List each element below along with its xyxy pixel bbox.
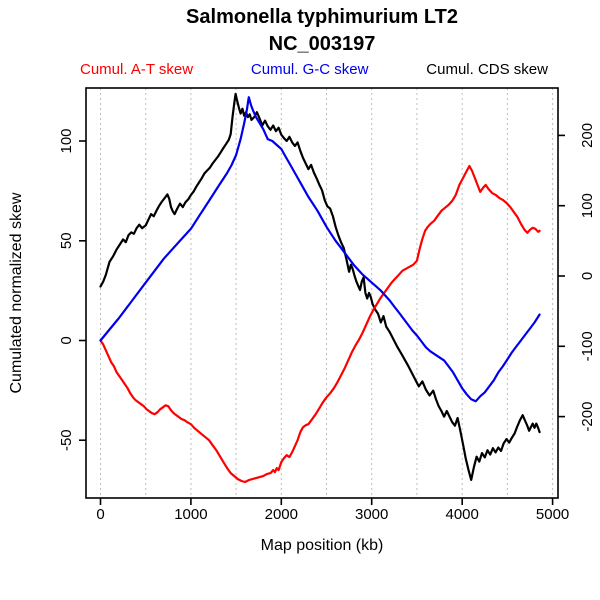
- chart-title: Salmonella typhimurium LT2: [186, 6, 458, 28]
- legend-gc-skew: Cumul. G-C skew: [250, 61, 369, 78]
- x-axis-ticks: 0 1000 2000 3000 4000 5000: [96, 498, 569, 523]
- chart-subtitle: NC_003197: [268, 33, 376, 55]
- right-tick-label: -200: [579, 402, 596, 432]
- legend: Cumul. A-T skew Cumul. G-C skew Cumul. C…: [80, 61, 548, 78]
- x-tick-label: 0: [96, 506, 104, 523]
- gridlines: [100, 88, 554, 498]
- legend-cds-skew: Cumul. CDS skew: [426, 61, 548, 78]
- left-tick-label: -50: [58, 429, 75, 451]
- right-tick-label: 0: [579, 272, 596, 280]
- x-axis-label: Map position (kb): [260, 537, 384, 554]
- left-tick-label: 50: [58, 232, 75, 249]
- series-cumul-cds-skew: [99, 92, 541, 481]
- legend-at-skew: Cumul. A-T skew: [80, 61, 194, 78]
- x-tick-label: 1000: [174, 506, 207, 523]
- right-tick-label: 100: [579, 193, 596, 218]
- x-tick-label: 5000: [536, 506, 569, 523]
- series-cumul-g-c-skew: [99, 96, 541, 403]
- right-tick-label: -100: [579, 331, 596, 361]
- plot-border: [85, 87, 559, 499]
- x-tick-label: 3000: [355, 506, 388, 523]
- right-axis-ticks: 200 100 0 -100 -200: [558, 123, 596, 432]
- x-tick-label: 2000: [265, 506, 298, 523]
- series-cumul-a-t-skew: [99, 164, 541, 484]
- left-tick-label: 100: [58, 128, 75, 153]
- right-tick-label: 200: [579, 123, 596, 148]
- left-tick-label: 0: [58, 336, 75, 344]
- x-tick-label: 4000: [446, 506, 479, 523]
- left-axis-ticks: 100 50 0 -50: [58, 128, 86, 451]
